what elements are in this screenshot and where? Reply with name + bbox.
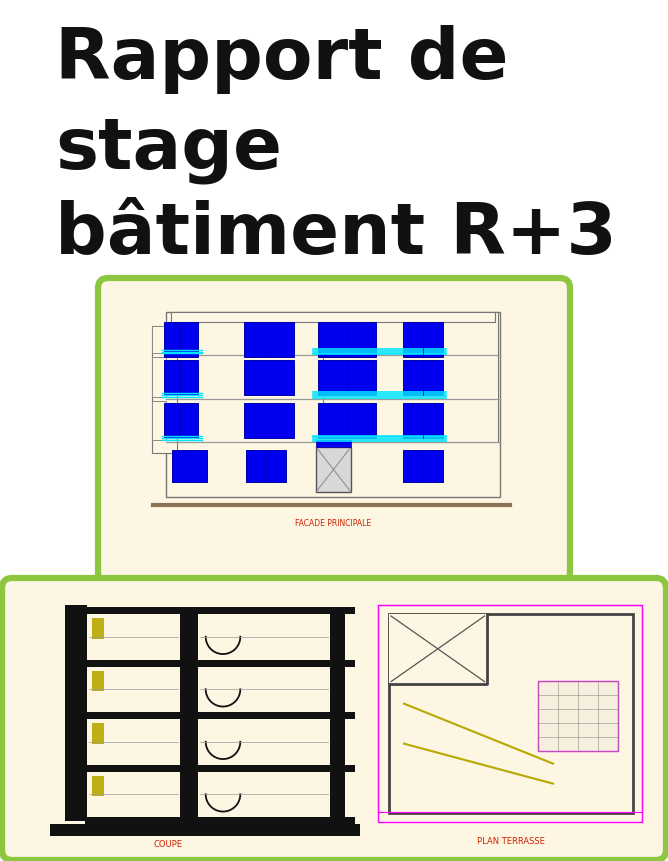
Bar bbox=[330, 614, 345, 660]
Bar bbox=[378, 605, 642, 822]
Text: stage: stage bbox=[55, 115, 282, 184]
Bar bbox=[85, 607, 355, 614]
Bar bbox=[164, 322, 198, 357]
Bar bbox=[244, 322, 294, 357]
Bar bbox=[375, 600, 647, 832]
Bar bbox=[50, 824, 360, 836]
Bar bbox=[171, 312, 495, 322]
Bar bbox=[538, 681, 618, 751]
Bar bbox=[244, 360, 294, 394]
Bar bbox=[316, 447, 351, 492]
Bar bbox=[403, 450, 443, 482]
Bar bbox=[323, 312, 498, 442]
Text: COUPE: COUPE bbox=[153, 840, 182, 849]
Bar bbox=[65, 605, 87, 821]
Bar bbox=[92, 618, 104, 639]
Text: FACADE PRINCIPALE: FACADE PRINCIPALE bbox=[295, 519, 371, 528]
Bar bbox=[403, 403, 443, 438]
Bar bbox=[92, 723, 104, 744]
Bar bbox=[152, 326, 166, 353]
Bar bbox=[152, 326, 177, 453]
Bar bbox=[246, 450, 286, 482]
Text: Rapport de: Rapport de bbox=[55, 25, 508, 94]
Bar bbox=[180, 666, 198, 712]
Bar bbox=[318, 403, 376, 438]
Bar bbox=[389, 614, 633, 813]
Bar bbox=[318, 360, 376, 394]
Bar bbox=[330, 666, 345, 712]
Bar bbox=[164, 360, 198, 394]
FancyBboxPatch shape bbox=[98, 278, 570, 583]
Text: bâtiment R+3: bâtiment R+3 bbox=[55, 200, 617, 269]
Bar bbox=[166, 312, 500, 497]
Bar bbox=[180, 771, 198, 817]
Bar bbox=[152, 357, 166, 397]
Bar bbox=[330, 771, 345, 817]
Bar bbox=[152, 400, 166, 440]
Bar bbox=[92, 671, 104, 691]
Bar bbox=[148, 302, 518, 547]
Bar bbox=[92, 776, 104, 796]
Bar bbox=[180, 719, 198, 765]
Bar bbox=[389, 614, 486, 684]
Bar bbox=[316, 440, 351, 447]
Bar bbox=[85, 765, 355, 771]
FancyBboxPatch shape bbox=[2, 578, 666, 860]
Bar bbox=[172, 450, 207, 482]
Bar bbox=[164, 403, 198, 438]
Text: PLAN TERRASSE: PLAN TERRASSE bbox=[477, 837, 545, 846]
Bar bbox=[403, 322, 443, 357]
Bar bbox=[244, 403, 294, 438]
Bar bbox=[318, 322, 376, 357]
Bar bbox=[85, 817, 355, 824]
Bar bbox=[330, 719, 345, 765]
Bar bbox=[403, 360, 443, 394]
Bar bbox=[85, 712, 355, 719]
Bar bbox=[85, 660, 355, 666]
Bar bbox=[25, 597, 370, 835]
Bar bbox=[180, 614, 198, 660]
